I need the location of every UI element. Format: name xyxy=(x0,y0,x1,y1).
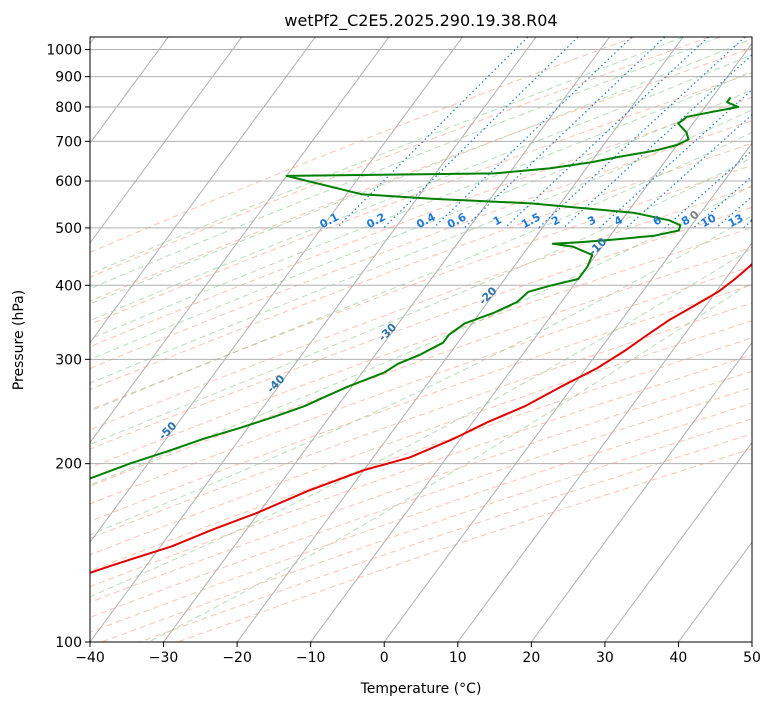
dry-adiabat xyxy=(90,354,752,588)
x-tick-label: 30 xyxy=(596,650,614,666)
y-tick-label: 600 xyxy=(55,174,82,190)
y-tick-label: 200 xyxy=(55,457,82,473)
mixing-ratio-line xyxy=(599,88,752,229)
dry-adiabat xyxy=(90,386,752,618)
y-tick-label: 1000 xyxy=(46,43,82,59)
moist-adiabat xyxy=(90,157,752,445)
moist-adiabat xyxy=(90,109,752,384)
isotherm xyxy=(530,341,752,642)
moist-adiabat xyxy=(90,70,752,340)
x-tick-label: 40 xyxy=(670,650,688,666)
isotherm xyxy=(90,37,463,544)
moist-adiabat xyxy=(90,37,721,290)
x-tick-label: −40 xyxy=(75,650,105,666)
series-lines xyxy=(90,96,752,574)
isotherm xyxy=(604,441,752,642)
temperature-line xyxy=(90,262,752,574)
isotherm xyxy=(90,37,316,344)
y-tick-label: 100 xyxy=(55,635,82,651)
isotherm xyxy=(457,242,752,642)
dry-adiabat xyxy=(90,337,752,572)
x-tick-label: −30 xyxy=(149,650,179,666)
isotherm xyxy=(236,37,684,642)
x-tick-label: 50 xyxy=(743,650,761,666)
mixing-ratio-line xyxy=(504,37,710,229)
dry-adiabat xyxy=(90,120,752,370)
chart-title: wetPf2_C2E5.2025.290.19.38.R04 xyxy=(284,11,557,31)
dry-adiabat xyxy=(90,265,752,505)
plot-frame xyxy=(89,36,753,643)
dry-adiabat xyxy=(90,37,635,254)
isotherm xyxy=(310,42,752,642)
x-tick-label: 10 xyxy=(449,650,467,666)
mixing-ratio-label: 13 xyxy=(726,211,746,230)
dry-adiabat xyxy=(90,302,752,539)
isotherm xyxy=(163,37,611,642)
moist-adiabat xyxy=(90,184,752,486)
isotherm xyxy=(90,37,537,642)
pressure-gridlines xyxy=(90,49,752,642)
dry-adiabat xyxy=(90,246,752,487)
isotherm xyxy=(90,37,169,145)
y-tick-label: 500 xyxy=(55,221,82,237)
dewpoint-line xyxy=(90,96,740,480)
x-tick-label: 20 xyxy=(522,650,540,666)
moist-adiabat xyxy=(90,37,684,275)
mixing-ratio-label: 16 xyxy=(748,211,768,230)
moist-adiabat xyxy=(90,131,752,412)
mixing-ratio-line xyxy=(693,175,752,229)
plot-area: 0.10.20.40.611.52346810131620253036-100-… xyxy=(90,37,768,642)
isotherm xyxy=(90,37,243,244)
x-tick-label: −10 xyxy=(296,650,326,666)
moist-adiabat xyxy=(90,89,752,361)
y-axis-label: Pressure (hPa) xyxy=(11,290,27,390)
axes: −40 −30 −20 −10 0 10 20 30 40 50 1000 900 800 700 600 5… xyxy=(46,43,761,666)
y-tick-label: 400 xyxy=(55,278,82,294)
dry-adiabat xyxy=(90,37,710,278)
y-tick-label: 900 xyxy=(55,70,82,86)
dry-adiabat xyxy=(90,186,752,431)
x-tick-label: −20 xyxy=(222,650,252,666)
x-tick-label: 0 xyxy=(380,650,389,666)
mixing-ratio-line xyxy=(463,37,666,229)
mixing-ratio-line xyxy=(433,37,633,229)
dry-adiabat xyxy=(90,47,752,302)
dry-adiabat xyxy=(90,206,752,450)
isotherms xyxy=(90,37,752,642)
moist-adiabat xyxy=(90,247,752,598)
isotherm xyxy=(90,37,390,444)
y-tick-label: 800 xyxy=(55,100,82,116)
dry-adiabat xyxy=(90,96,752,348)
x-axis-label: Temperature (°C) xyxy=(360,681,482,697)
y-tick-label: 700 xyxy=(55,134,82,150)
mixing-ratio-label: 10 xyxy=(699,211,719,230)
y-tick-label: 300 xyxy=(55,352,82,368)
isotherm xyxy=(383,142,752,642)
moist-adiabats xyxy=(90,37,752,642)
